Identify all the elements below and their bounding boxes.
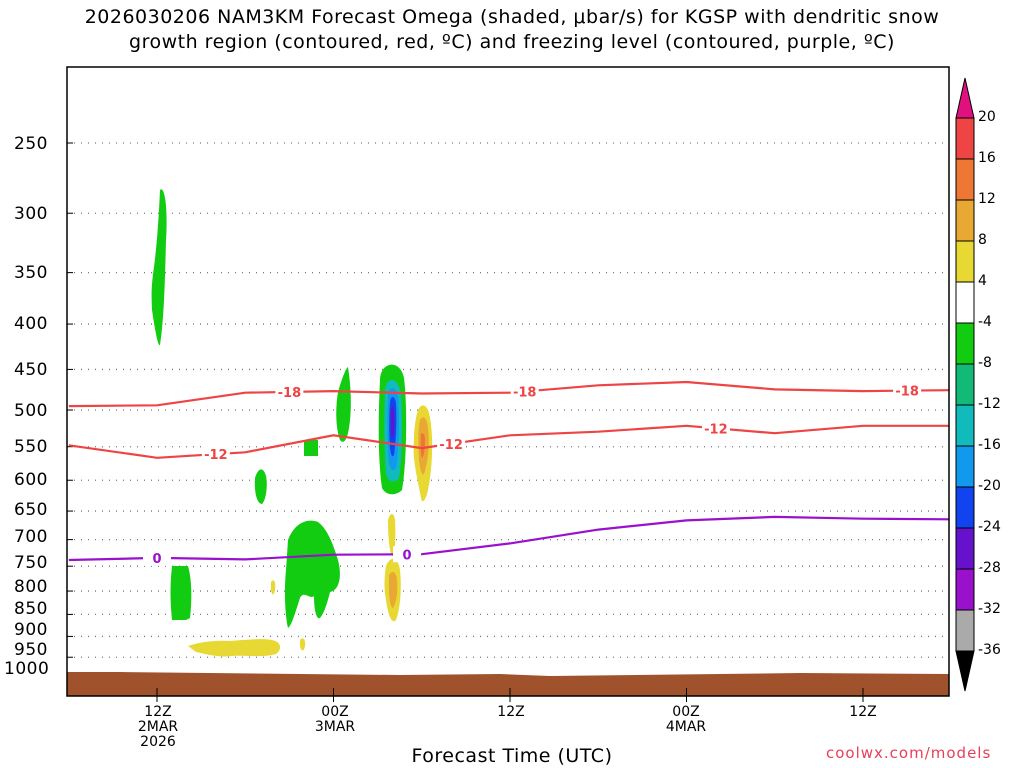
colorbar-label: 12 [978,191,996,207]
y-tick-label: 850 [14,599,48,619]
contour-label: 0 [403,548,412,563]
contour-label: -18 [895,385,919,400]
omega-region-orange-low [389,572,398,608]
contour-label-bg [393,546,422,563]
y-tick-label: 500 [14,401,48,421]
x-axis-title: Forecast Time (UTC) [411,745,613,767]
y-tick-label: 400 [14,314,48,334]
colorbar-swatch [955,568,975,611]
source-credit: coolwx.com/models [826,744,992,762]
y-tick-label: 650 [14,500,48,520]
colorbar-label: -12 [978,396,1001,412]
colorbar [955,77,975,692]
colorbar-label: -16 [978,437,1001,453]
x-tick-label: 12Z [849,704,877,720]
chart-title-line1: 2026030206 NAM3KM Forecast Omega (shaded… [84,6,940,28]
contour-label-bg [275,383,304,400]
y-tick-label: 900 [14,620,48,640]
colorbar-bottom-arrow [955,650,975,692]
omega-region-yellow-near-surface [188,639,281,657]
y-tick-label: 600 [14,470,48,490]
freezing-level-contour [68,515,950,562]
contour-label-bg [893,382,922,399]
contour-label-bg [510,383,539,400]
ground-terrain [67,672,949,696]
colorbar-swatch [955,158,975,201]
colorbar-swatch [955,363,975,406]
y-tick-label: 1000 [4,659,50,679]
omega-region-sinking-red [420,433,425,458]
omega-region-yellow-dot [271,580,276,595]
colorbar-label: 16 [978,150,996,166]
contour-label: -18 [513,385,537,400]
x-tick-label: 00Z 3MAR [314,704,356,735]
y-tick-label: 550 [14,437,48,457]
colorbar-swatch [955,117,975,160]
contour-label: -18 [278,386,302,401]
colorbar-label: 8 [978,232,987,248]
y-tick-label: 750 [14,553,48,573]
chart-title-line2: growth region (contoured, red, ºC) and f… [129,31,895,53]
colorbar-label: -20 [978,478,1001,494]
colorbar-top-arrow [955,77,975,119]
omega-region-green-lower-mid [284,520,340,628]
plot-area [67,67,949,696]
omega-region-green-lower-left [170,566,192,620]
colorbar-label: 4 [978,273,987,289]
colorbar-label: -32 [978,601,1001,617]
y-tick-label: 300 [14,204,48,224]
contour-label-bg [701,420,730,437]
colorbar-label: -24 [978,519,1001,535]
grid [67,142,949,678]
contour-label: -12 [204,448,228,463]
y-tick-label: 950 [14,640,48,660]
colorbar-swatch [955,240,975,283]
omega-shading [151,189,433,657]
contour-label-bg [201,446,230,463]
y-tick-label: 250 [14,134,48,154]
dgz-minus18-contour [68,380,950,408]
omega-region-green-mid [254,469,267,504]
colorbar-label: -36 [978,642,1001,658]
omega-region-yellow-dot-2 [300,638,306,651]
omega-region-yellow-stem [388,514,396,556]
colorbar-swatch [955,281,975,324]
omega-region-upper-green [151,189,167,346]
colorbar-swatch [955,199,975,242]
contour-label-bg [143,549,171,566]
y-tick-label: 450 [14,360,48,380]
contour-label: -12 [704,422,728,437]
y-tick-label: 700 [14,527,48,547]
omega-region-main-purple [391,406,395,439]
plot-frame [66,66,950,697]
omega-region-green-square [304,440,318,456]
colorbar-swatch [955,609,975,652]
colorbar-label: -8 [978,355,992,371]
colorbar-label: -4 [978,314,992,330]
y-tick-label: 800 [14,577,48,597]
colorbar-swatch [955,404,975,447]
x-ticks [156,688,864,702]
omega-region-green-small [336,367,351,442]
colorbar-swatch [955,445,975,488]
colorbar-swatch [955,527,975,570]
colorbar-label: -28 [978,560,1001,576]
x-tick-label: 12Z [497,704,525,720]
colorbar-label: 20 [978,109,996,125]
contour-label-bg [437,435,466,452]
contour-label: -12 [439,438,463,453]
contour-label: 0 [152,552,161,567]
colorbar-swatch [955,486,975,529]
colorbar-swatch [955,322,975,365]
x-tick-label: 12Z 2MAR 2026 [137,704,179,750]
x-tick-label: 00Z 4MAR [665,704,707,735]
y-tick-label: 350 [14,263,48,283]
